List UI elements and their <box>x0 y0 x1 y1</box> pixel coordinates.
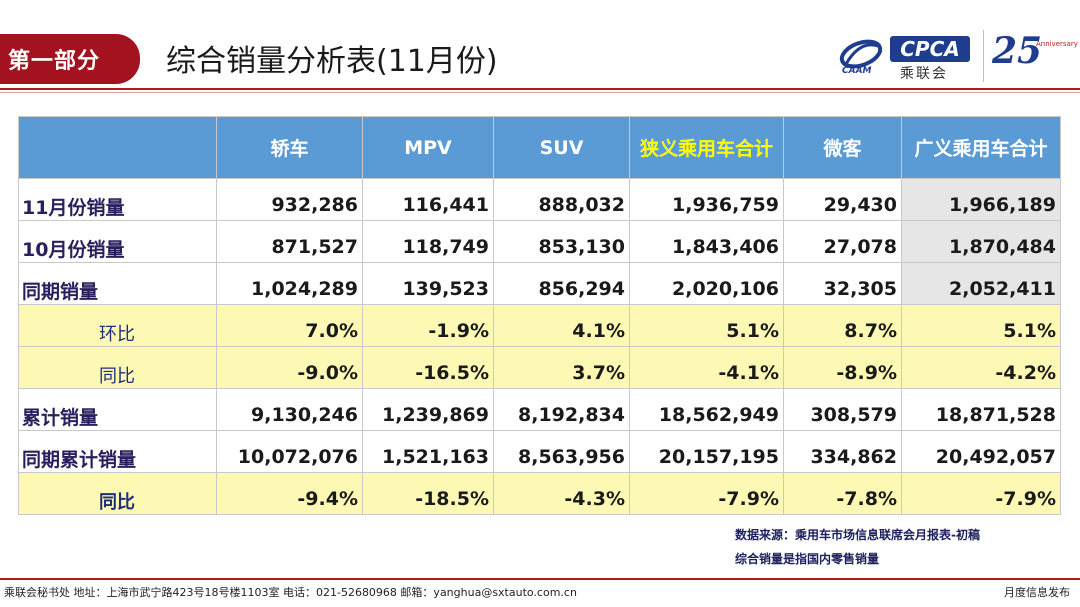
table-cell: -1.9% <box>362 304 494 347</box>
table-cell: 932,286 <box>216 178 363 221</box>
row-label: 同期累计销量 <box>18 430 217 473</box>
table-cell: -4.1% <box>629 346 784 389</box>
row-label: 环比 <box>18 304 217 347</box>
table-cell: -8.9% <box>783 346 902 389</box>
row-label: 同比 <box>18 346 217 389</box>
table-cell: 856,294 <box>493 262 630 305</box>
table-cell: 2,052,411 <box>901 262 1061 305</box>
table-cell: 9,130,246 <box>216 388 363 431</box>
table-row: 同比 -9.0% -16.5% 3.7% -4.1% -8.9% -4.2% <box>18 346 1061 389</box>
section-tag: 第一部分 <box>0 34 140 84</box>
table-cell: 10,072,076 <box>216 430 363 473</box>
table-cell: 18,562,949 <box>629 388 784 431</box>
table-cell: 139,523 <box>362 262 494 305</box>
cpca-logo: CPCA <box>890 36 970 62</box>
section-label: 第一部分 <box>8 49 101 74</box>
table-cell: 1,843,406 <box>629 220 784 263</box>
logo-divider <box>983 30 984 82</box>
table-cell: 20,492,057 <box>901 430 1061 473</box>
table-cell: 1,936,759 <box>629 178 784 221</box>
sales-table: 轿车 MPV SUV 狭义乘用车合计 微客 广义乘用车合计 11月份销量 932… <box>18 116 1061 515</box>
table-cell: 5.1% <box>901 304 1061 347</box>
caam-logo-icon <box>839 39 883 69</box>
column-header: 轿车 <box>216 116 363 179</box>
row-label: 累计销量 <box>18 388 217 431</box>
anniversary-logo: 25 <box>992 30 1043 72</box>
table-cell: 888,032 <box>493 178 630 221</box>
table-cell: 8,192,834 <box>493 388 630 431</box>
caam-logo-text: CAAM <box>842 66 872 76</box>
table-cell: 32,305 <box>783 262 902 305</box>
table-cell: 3.7% <box>493 346 630 389</box>
table-cell: 27,078 <box>783 220 902 263</box>
header-rule-thin <box>0 92 1080 93</box>
row-label: 同期销量 <box>18 262 217 305</box>
table-row: 10月份销量 871,527 118,749 853,130 1,843,406… <box>18 220 1061 263</box>
table-cell: -16.5% <box>362 346 494 389</box>
table-cell: 118,749 <box>362 220 494 263</box>
anniversary-label: Anniversary <box>1036 40 1078 48</box>
table-cell: -9.0% <box>216 346 363 389</box>
footer-contact: 乘联会秘书处 地址：上海市武宁路423号18号楼1103室 电话：021-526… <box>4 586 577 599</box>
table-cell: -7.9% <box>629 472 784 515</box>
definition-note: 综合销量是指国内零售销量 <box>735 552 880 566</box>
table-row: 同期累计销量 10,072,076 1,521,163 8,563,956 20… <box>18 430 1061 473</box>
table-header-row: 轿车 MPV SUV 狭义乘用车合计 微客 广义乘用车合计 <box>18 116 1061 179</box>
table-cell: 1,024,289 <box>216 262 363 305</box>
column-header: 微客 <box>783 116 902 179</box>
cpca-logo-cn: 乘联会 <box>900 66 948 82</box>
table-cell: 5.1% <box>629 304 784 347</box>
table-cell: -4.2% <box>901 346 1061 389</box>
footer-rule <box>0 578 1080 580</box>
table-cell: 2,020,106 <box>629 262 784 305</box>
table-row: 同期销量 1,024,289 139,523 856,294 2,020,106… <box>18 262 1061 305</box>
table-cell: -18.5% <box>362 472 494 515</box>
footer-publish-label: 月度信息发布 <box>1004 586 1070 599</box>
table-cell: 20,157,195 <box>629 430 784 473</box>
row-label: 11月份销量 <box>18 178 217 221</box>
table-cell: -4.3% <box>493 472 630 515</box>
table-cell: 8.7% <box>783 304 902 347</box>
row-label: 10月份销量 <box>18 220 217 263</box>
table-cell: 1,239,869 <box>362 388 494 431</box>
table-cell: 7.0% <box>216 304 363 347</box>
table-cell: 853,130 <box>493 220 630 263</box>
table-row: 累计销量 9,130,246 1,239,869 8,192,834 18,56… <box>18 388 1061 431</box>
table-cell: -7.9% <box>901 472 1061 515</box>
table-cell: 308,579 <box>783 388 902 431</box>
column-header <box>18 116 217 179</box>
column-header: 广义乘用车合计 <box>901 116 1061 179</box>
page-title: 综合销量分析表(11月份) <box>166 44 498 79</box>
table-row: 环比 7.0% -1.9% 4.1% 5.1% 8.7% 5.1% <box>18 304 1061 347</box>
table-cell: 334,862 <box>783 430 902 473</box>
data-source-note: 数据来源：乘用车市场信息联席会月报表-初稿 <box>735 528 980 542</box>
column-header: 狭义乘用车合计 <box>629 116 784 179</box>
header-rule <box>0 88 1080 90</box>
table-cell: 1,966,189 <box>901 178 1061 221</box>
table-row: 11月份销量 932,286 116,441 888,032 1,936,759… <box>18 178 1061 221</box>
table-cell: 8,563,956 <box>493 430 630 473</box>
row-label: 同比 <box>18 472 217 515</box>
table-cell: 29,430 <box>783 178 902 221</box>
column-header: MPV <box>362 116 494 179</box>
table-cell: -9.4% <box>216 472 363 515</box>
table-cell: 18,871,528 <box>901 388 1061 431</box>
column-header: SUV <box>493 116 630 179</box>
table-cell: 1,870,484 <box>901 220 1061 263</box>
table-cell: 4.1% <box>493 304 630 347</box>
table-cell: 116,441 <box>362 178 494 221</box>
table-cell: -7.8% <box>783 472 902 515</box>
table-row: 同比 -9.4% -18.5% -4.3% -7.9% -7.8% -7.9% <box>18 472 1061 515</box>
table-cell: 871,527 <box>216 220 363 263</box>
table-cell: 1,521,163 <box>362 430 494 473</box>
